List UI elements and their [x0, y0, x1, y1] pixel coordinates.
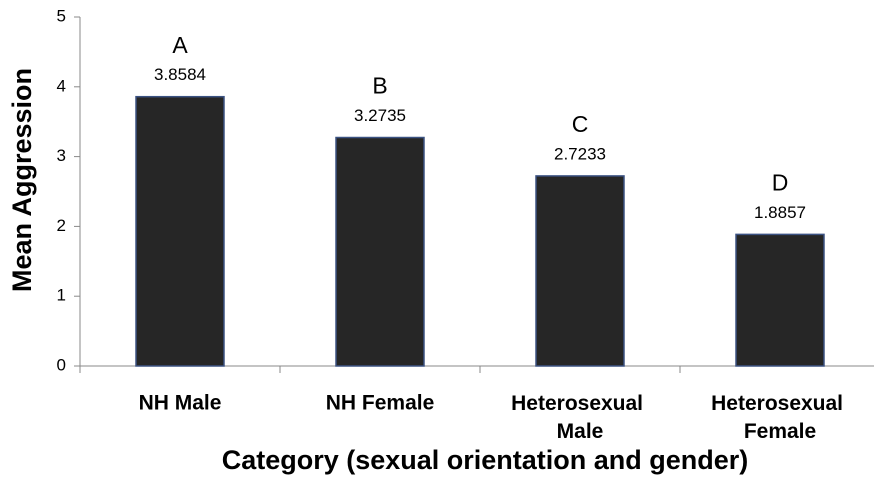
value-label: 1.8857 — [754, 203, 806, 222]
x-axis-title: Category (sexual orientation and gender) — [222, 445, 749, 475]
y-tick-label: 2 — [57, 216, 66, 235]
bar — [335, 136, 425, 367]
value-label: 2.7233 — [554, 144, 606, 163]
bar — [735, 233, 825, 367]
annotation: C — [572, 111, 589, 137]
annotation: D — [772, 169, 789, 195]
x-tick-label: Heterosexual Male — [511, 392, 649, 443]
annotation: B — [372, 73, 387, 99]
x-tick-label: NH Male — [139, 392, 222, 415]
y-tick-label: 1 — [57, 286, 66, 305]
bar — [535, 175, 625, 367]
value-label: 3.8584 — [154, 65, 206, 84]
bar — [135, 95, 225, 367]
y-tick-label: 0 — [57, 355, 66, 374]
x-tick-label: Heterosexual Female — [711, 392, 849, 443]
y-tick-label: 3 — [57, 146, 66, 165]
annotation: A — [172, 32, 188, 58]
y-tick-label: 5 — [57, 6, 66, 25]
value-label: 3.2735 — [354, 106, 406, 125]
y-axis-title: Mean Aggression — [7, 68, 37, 292]
y-tick-label: 4 — [57, 76, 66, 95]
x-tick-label: NH Female — [326, 392, 435, 415]
